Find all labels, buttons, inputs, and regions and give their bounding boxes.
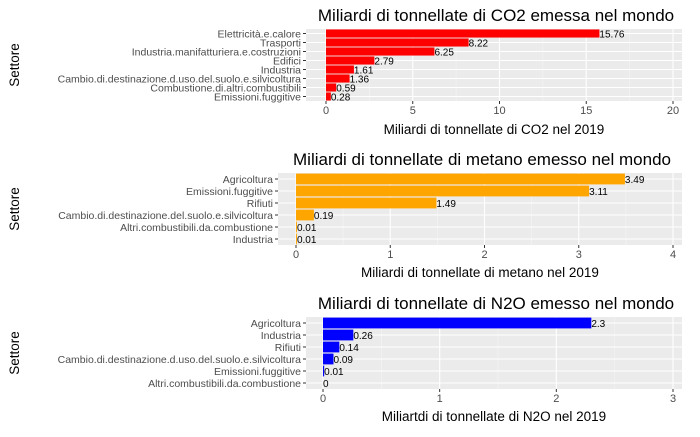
y-tick-label: Industria [261, 330, 301, 342]
bar [323, 353, 334, 365]
x-axis-label: Miliardi di tonnellate di CO2 nel 2019 [384, 122, 605, 137]
x-tick-label: 10 [493, 105, 505, 117]
y-tick-label: Industria [261, 65, 301, 77]
data-label: 3.49 [625, 175, 645, 186]
y-tick-label: Industria.manifatturiera.e.costruzioni [132, 47, 301, 59]
bar [296, 221, 297, 233]
bar [296, 197, 437, 209]
x-tick-label: 5 [410, 105, 416, 117]
data-label: 1.49 [436, 199, 456, 210]
y-tick-label: Industria [233, 234, 273, 246]
x-tick-label: 3 [576, 249, 582, 261]
chart-title: Miliardi di tonnellate di N2O emesso nel… [318, 294, 674, 313]
data-label: 1.61 [354, 66, 374, 77]
bar [326, 65, 354, 74]
y-tick-label: Rifiuti [275, 342, 301, 354]
x-axis-label: Miliardi di tonnellate di metano nel 201… [361, 265, 599, 280]
bar [323, 341, 340, 353]
x-tick-label: 2 [553, 393, 559, 405]
x-tick-label: 4 [670, 249, 676, 261]
data-label: 0.09 [334, 355, 354, 366]
data-label: 0.28 [331, 93, 351, 104]
chart-panel-1: Miliardi di tonnellate di CO2 emessa nel… [7, 6, 682, 137]
chart-panel-3: Miliardi di tonnellate di N2O emesso nel… [7, 294, 682, 424]
y-axis-label: Settore [7, 43, 22, 87]
y-tick-label: Cambio.di.destinazione.del.suolo.e.silvi… [58, 210, 273, 222]
y-tick-label: Emissioni.fuggitive [186, 186, 273, 198]
data-label: 0 [323, 379, 329, 390]
x-tick-label: 20 [667, 105, 679, 117]
data-label: 15.76 [599, 30, 624, 41]
data-label: 0.01 [324, 367, 344, 378]
bar [326, 92, 331, 101]
x-tick-label: 0 [323, 105, 329, 117]
y-tick-label: Emissioni.fuggitive [214, 366, 301, 378]
x-tick-label: 15 [580, 105, 592, 117]
y-tick-label: Elettricità.e.calore [218, 29, 302, 41]
data-label: 0.01 [297, 223, 317, 234]
x-tick-label: 1 [437, 393, 443, 405]
bar [296, 233, 297, 245]
data-label: 0.26 [353, 331, 373, 342]
bar [326, 56, 375, 65]
y-tick-label: Combustione.di.altri.combustibili [150, 83, 301, 95]
y-axis-label: Settore [7, 331, 22, 375]
bar [326, 47, 435, 56]
x-tick-label: 0 [320, 393, 326, 405]
data-label: 0.14 [339, 343, 359, 354]
bar [323, 329, 354, 341]
y-tick-label: Emissioni.fuggitive [214, 92, 301, 104]
data-label: 0.59 [336, 84, 356, 95]
y-tick-label: Altri.combustibili.da.combustione [120, 222, 273, 234]
y-tick-label: Rifiuti [247, 198, 273, 210]
bar [326, 83, 337, 92]
bar [323, 365, 325, 377]
chart-title: Miliardi di tonnellate di CO2 emessa nel… [318, 6, 674, 25]
x-tick-label: 3 [670, 393, 676, 405]
bar [326, 29, 600, 38]
y-tick-label: Cambio.di.destinazione.d.uso.del.suolo.e… [58, 354, 302, 366]
data-label: 6.25 [434, 48, 454, 59]
chart-title: Miliardi di tonnellate di metano emesso … [293, 150, 671, 169]
plot-background [306, 317, 682, 389]
data-label: 3.11 [589, 187, 608, 198]
y-axis-label: Settore [7, 187, 22, 231]
data-label: 0.01 [297, 235, 317, 246]
data-label: 8.22 [469, 39, 489, 50]
bar [296, 209, 314, 221]
bar [296, 185, 590, 197]
bar [326, 38, 469, 47]
bar [326, 74, 350, 83]
y-tick-label: Edifici [273, 56, 301, 68]
data-label: 0.19 [314, 211, 334, 222]
y-tick-label: Altri.combustibili.da.combustione [148, 378, 301, 390]
plot-background [278, 173, 682, 245]
chart-panel-2: Miliardi di tonnellate di metano emesso … [7, 150, 682, 280]
bar [296, 173, 625, 185]
y-tick-label: Trasporti [260, 38, 301, 50]
y-tick-label: Cambio.di.destinazione.d.uso.del.suolo.e… [58, 74, 302, 86]
y-tick-label: Agricoltura [251, 318, 301, 330]
bar [323, 317, 592, 329]
data-label: 2.3 [591, 319, 605, 330]
data-label: 1.36 [350, 75, 370, 86]
x-tick-label: 0 [293, 249, 299, 261]
y-tick-label: Agricoltura [223, 174, 273, 186]
data-label: 2.79 [374, 57, 394, 68]
x-tick-label: 2 [481, 249, 487, 261]
x-tick-label: 1 [387, 249, 393, 261]
x-axis-label: Miliartdi di tonnellate di N2O nel 2019 [382, 409, 606, 424]
